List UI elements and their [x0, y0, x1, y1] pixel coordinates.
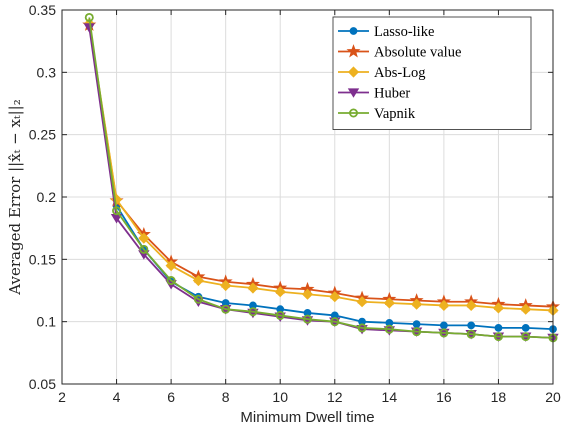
y-tick-label: 0.3 — [37, 64, 57, 80]
x-tick-label: 10 — [272, 389, 288, 405]
data-point — [522, 325, 529, 332]
legend-label: Abs-Log — [374, 65, 426, 81]
data-point — [413, 321, 420, 328]
y-tick-label: 0.15 — [29, 251, 56, 267]
y-tick-label: 0.25 — [29, 127, 56, 143]
x-tick-label: 8 — [222, 389, 230, 405]
data-point — [468, 322, 475, 329]
x-axis-title: Minimum Dwell time — [240, 409, 374, 426]
data-point — [440, 322, 447, 329]
x-tick-label: 18 — [491, 389, 507, 405]
legend-label: Vapnik — [374, 106, 416, 122]
legend-swatch-marker — [350, 28, 357, 35]
y-axis-title: Averaged Error ||x̂ₜ − xₜ||₂ — [6, 99, 24, 295]
legend: Lasso-like Absolute value Abs-Log Huber Vapn… — [333, 17, 531, 130]
y-tick-label: 0.2 — [37, 189, 57, 205]
x-tick-label: 6 — [167, 389, 175, 405]
legend-label: Lasso-like — [374, 24, 434, 40]
y-tick-label: 0.35 — [29, 2, 56, 18]
x-tick-label: 20 — [545, 389, 561, 405]
y-tick-label: 0.05 — [29, 376, 56, 392]
x-tick-label: 12 — [327, 389, 343, 405]
y-tick-label: 0.1 — [37, 314, 57, 330]
x-tick-label: 14 — [382, 389, 398, 405]
x-tick-label: 4 — [113, 389, 121, 405]
x-tick-label: 2 — [58, 389, 66, 405]
legend-label: Huber — [374, 86, 410, 102]
data-point — [495, 325, 502, 332]
x-tick-label: 16 — [436, 389, 452, 405]
legend-label: Absolute value — [374, 45, 461, 61]
